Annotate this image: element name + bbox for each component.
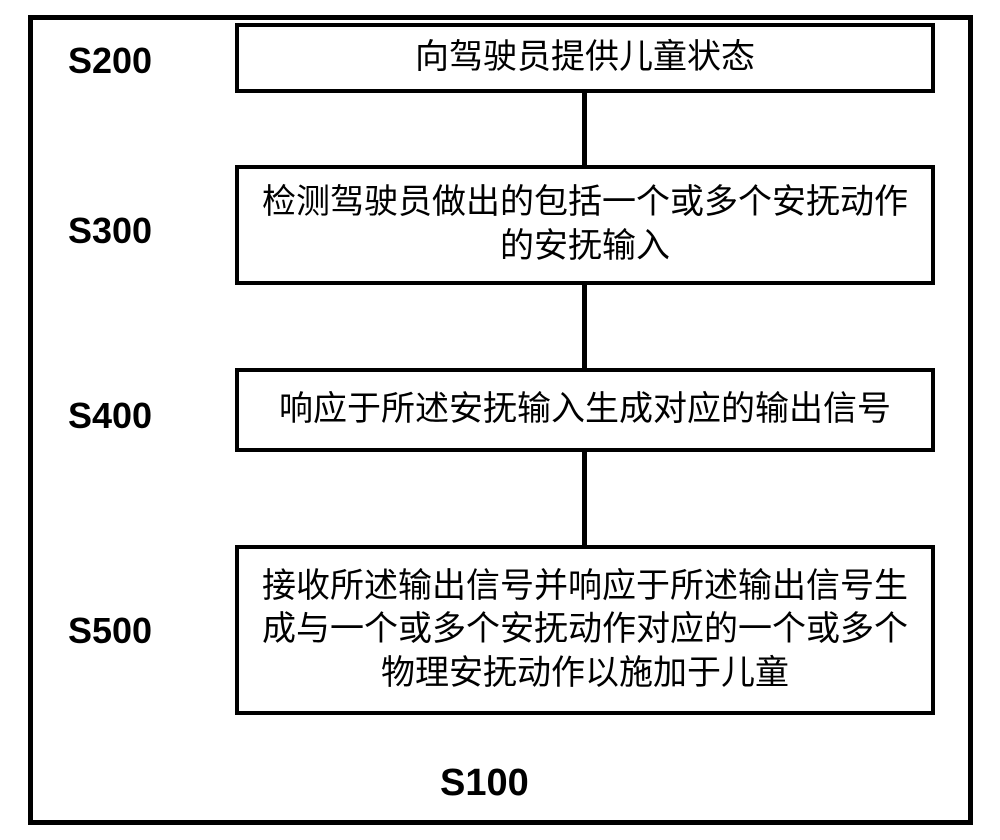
connector-s400-s500 — [582, 452, 587, 545]
step-box-s400: 响应于所述安抚输入生成对应的输出信号 — [235, 368, 935, 452]
step-text-s400: 响应于所述安抚输入生成对应的输出信号 — [279, 388, 891, 432]
connector-s300-s400 — [582, 285, 587, 368]
diagram-label-s100: S100 — [440, 762, 529, 805]
connector-s200-s300 — [582, 93, 587, 165]
step-label-s300: S300 — [68, 210, 152, 252]
step-text-s500: 接收所述输出信号并响应于所述输出信号生成与一个或多个安抚动作对应的一个或多个物理… — [257, 565, 913, 696]
step-text-s200: 向驾驶员提供儿童状态 — [415, 36, 755, 80]
step-box-s300: 检测驾驶员做出的包括一个或多个安抚动作的安抚输入 — [235, 165, 935, 285]
step-label-s400: S400 — [68, 395, 152, 437]
step-box-s500: 接收所述输出信号并响应于所述输出信号生成与一个或多个安抚动作对应的一个或多个物理… — [235, 545, 935, 715]
step-label-s200: S200 — [68, 40, 152, 82]
step-text-s300: 检测驾驶员做出的包括一个或多个安抚动作的安抚输入 — [257, 181, 913, 268]
step-label-s500: S500 — [68, 610, 152, 652]
step-box-s200: 向驾驶员提供儿童状态 — [235, 23, 935, 93]
